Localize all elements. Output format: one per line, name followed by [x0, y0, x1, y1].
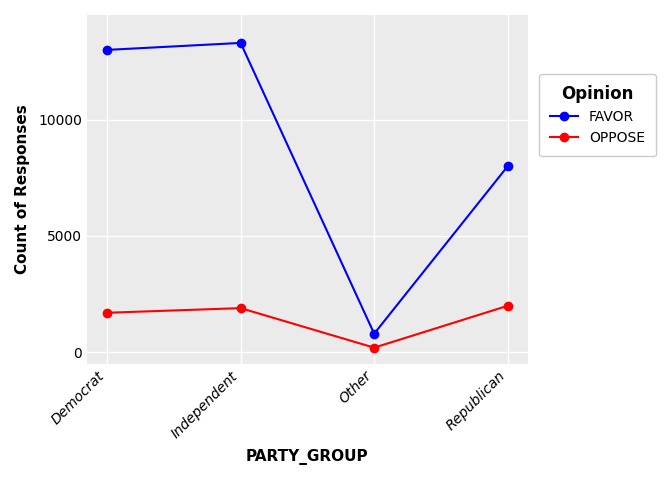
OPPOSE — [504, 303, 512, 309]
Y-axis label: Count of Responses: Count of Responses — [15, 105, 30, 275]
OPPOSE — [237, 305, 245, 311]
Line: OPPOSE: OPPOSE — [103, 301, 512, 352]
FAVOR — [504, 163, 512, 169]
Legend: FAVOR, OPPOSE: FAVOR, OPPOSE — [539, 74, 656, 156]
X-axis label: PARTY_GROUP: PARTY_GROUP — [246, 449, 369, 465]
OPPOSE — [370, 345, 378, 350]
OPPOSE — [103, 310, 111, 316]
Line: FAVOR: FAVOR — [103, 39, 512, 338]
FAVOR — [237, 40, 245, 46]
FAVOR — [370, 331, 378, 336]
FAVOR — [103, 47, 111, 53]
